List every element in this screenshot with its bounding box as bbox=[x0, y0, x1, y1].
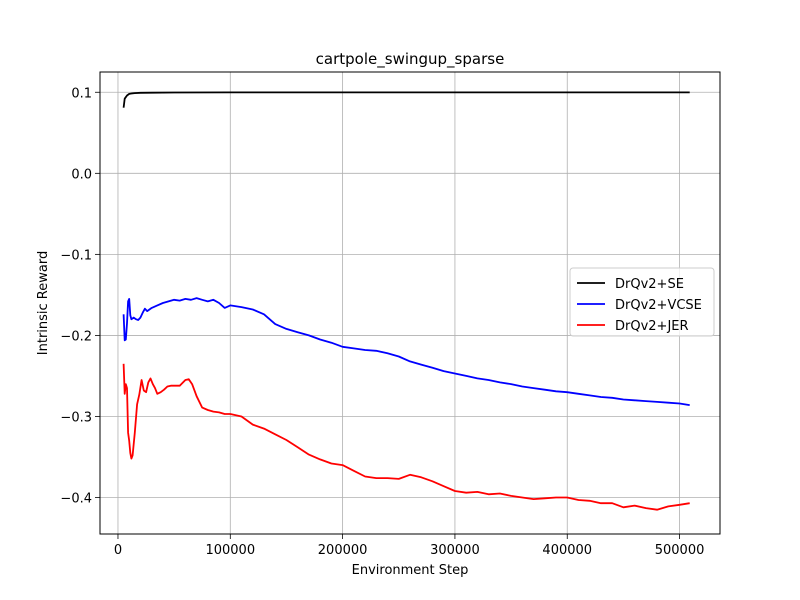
x-tick-label: 500000 bbox=[655, 543, 705, 558]
legend-label-drqv2-vcse: DrQv2+VCSE bbox=[615, 298, 702, 313]
series-line-drqv2-jer bbox=[122, 363, 690, 511]
x-tick-label: 300000 bbox=[430, 543, 480, 558]
series-line-drqv2-vcse bbox=[122, 297, 690, 406]
legend-box bbox=[569, 267, 715, 337]
legend: DrQv2+SE DrQv2+VCSE DrQv2+JER bbox=[569, 267, 715, 337]
y-axis-label: Intrinsic Reward bbox=[36, 251, 51, 355]
x-axis-ticks: 0 100000 200000 300000 400000 500000 bbox=[114, 534, 705, 558]
x-tick-label: 200000 bbox=[318, 543, 368, 558]
y-tick-label: −0.2 bbox=[60, 329, 92, 344]
legend-label-drqv2-se: DrQv2+SE bbox=[615, 277, 684, 292]
y-tick-label: 0.0 bbox=[71, 167, 92, 182]
y-tick-label: 0.1 bbox=[71, 86, 92, 101]
x-tick-label: 0 bbox=[114, 543, 122, 558]
legend-label-drqv2-jer: DrQv2+JER bbox=[615, 319, 689, 334]
x-tick-label: 400000 bbox=[542, 543, 592, 558]
chart-title: cartpole_swingup_sparse bbox=[316, 50, 505, 69]
plot-frame bbox=[99, 71, 721, 535]
x-tick-label: 100000 bbox=[205, 543, 255, 558]
y-tick-label: −0.3 bbox=[60, 410, 92, 425]
y-tick-label: −0.1 bbox=[60, 248, 92, 263]
y-axis-ticks: 0.1 0.0 −0.1 −0.2 −0.3 −0.4 bbox=[60, 86, 100, 507]
series-line-drqv2-se bbox=[122, 91, 690, 108]
y-tick-label: −0.4 bbox=[60, 492, 92, 507]
series-layer bbox=[122, 91, 690, 511]
x-axis-label: Environment Step bbox=[352, 563, 469, 578]
